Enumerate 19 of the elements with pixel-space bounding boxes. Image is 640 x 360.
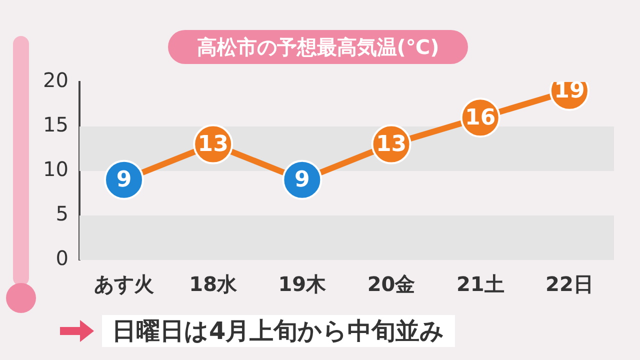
y-tick-label: 20 bbox=[42, 68, 68, 92]
chart-title: 高松市の予想最高気温(℃) bbox=[168, 30, 468, 64]
data-label: 9 bbox=[294, 168, 310, 193]
data-label: 9 bbox=[116, 168, 132, 193]
x-tick-label: あす火 bbox=[94, 272, 155, 296]
x-tick-label: 18水 bbox=[189, 272, 238, 296]
y-tick-label: 5 bbox=[56, 202, 68, 226]
y-tick-label: 0 bbox=[56, 246, 68, 270]
data-label: 19 bbox=[554, 78, 585, 104]
data-label: 13 bbox=[376, 132, 407, 158]
x-tick-label: 19木 bbox=[278, 272, 328, 296]
data-label: 16 bbox=[465, 105, 496, 130]
y-tick-label: 15 bbox=[42, 112, 68, 137]
x-tick-label: 22日 bbox=[546, 272, 594, 296]
data-label: 13 bbox=[198, 132, 228, 158]
x-tick-label: 20金 bbox=[367, 272, 416, 296]
y-tick-label: 10 bbox=[42, 157, 68, 182]
text: 日曜日は4月上旬から中旬並み bbox=[102, 315, 455, 347]
x-tick-label: 21土 bbox=[456, 272, 504, 296]
